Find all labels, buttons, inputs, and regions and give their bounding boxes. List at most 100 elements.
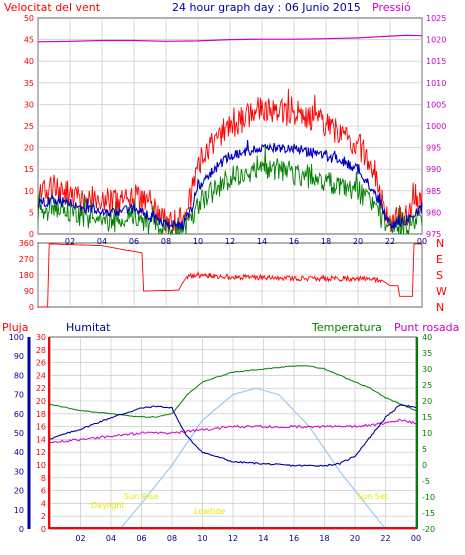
rain-tick-label: 22 xyxy=(36,384,46,393)
temp-x-tick-label: 10 xyxy=(197,534,207,543)
temp-x-tick-label: 06 xyxy=(136,534,146,543)
daylight-label: Daylight xyxy=(91,501,125,510)
pressure-tick-label: 1020 xyxy=(426,36,446,45)
wind-x-tick-label: 20 xyxy=(353,237,363,246)
rain-tick-label: 2 xyxy=(41,512,46,521)
wind-x-tick-label: 16 xyxy=(289,237,299,246)
wind-x-tick-label: 00 xyxy=(417,237,427,246)
rain-tick-label: 20 xyxy=(36,397,46,406)
temperature-tick-label: 10 xyxy=(422,429,432,438)
direction-tick-label: 90 xyxy=(24,287,34,296)
temperature-tick-label: -15 xyxy=(422,509,435,518)
pressure-tick-label: 1000 xyxy=(426,122,446,131)
temp-x-tick-label: 14 xyxy=(258,534,268,543)
wind-direction-line xyxy=(38,243,422,308)
temp-x-tick-label: 16 xyxy=(289,534,299,543)
temp-x-tick-label: 00 xyxy=(411,534,421,543)
wind-x-tick-label: 18 xyxy=(321,237,331,246)
sunset-label: Sun Set xyxy=(357,492,388,501)
direction-tick-label: 180 xyxy=(19,271,34,280)
compass-label: N xyxy=(436,301,444,314)
rain-tick-label: 18 xyxy=(36,410,46,419)
direction-tick-label: 270 xyxy=(19,255,34,264)
temperature-tick-label: 20 xyxy=(422,397,432,406)
humidity-tick-label: 30 xyxy=(14,467,24,476)
rain-tick-label: 16 xyxy=(36,423,46,432)
wind-left-tick-label: 30 xyxy=(24,100,34,109)
temp-x-tick-label: 18 xyxy=(319,534,329,543)
sunrise-label: Sun Rise xyxy=(124,492,159,501)
rain-tick-label: 12 xyxy=(36,448,46,457)
temp-x-tick-label: 20 xyxy=(350,534,360,543)
pressure-tick-label: 995 xyxy=(426,144,441,153)
humidity-tick-label: 20 xyxy=(14,487,24,496)
pressure-tick-label: 980 xyxy=(426,208,441,217)
pressure-line xyxy=(37,34,423,43)
compass-label: E xyxy=(436,253,443,266)
temperature-tick-label: 30 xyxy=(422,365,432,374)
wind-title: Velocitat del vent xyxy=(4,1,101,14)
compass-label: W xyxy=(436,285,447,298)
wind-x-tick-label: 08 xyxy=(161,237,171,246)
temperature-title: Temperatura xyxy=(311,321,382,334)
pressure-tick-label: 1010 xyxy=(426,79,446,88)
direction-tick-label: 0 xyxy=(29,303,34,312)
temperature-tick-label: 40 xyxy=(422,333,432,342)
temp-x-tick-label: 02 xyxy=(75,534,85,543)
humidity-title: Humitat xyxy=(66,321,111,334)
wind-low-line xyxy=(37,145,423,236)
wind-left-tick-label: 45 xyxy=(24,36,34,45)
temperature-tick-label: -20 xyxy=(422,525,435,534)
humidity-tick-label: 50 xyxy=(14,429,24,438)
temperature-tick-label: -10 xyxy=(422,493,435,502)
temp-x-tick-label: 04 xyxy=(106,534,116,543)
humidity-tick-label: 10 xyxy=(14,506,24,515)
rain-tick-label: 4 xyxy=(41,499,46,508)
temperature-tick-label: 5 xyxy=(422,445,427,454)
humidity-tick-label: 100 xyxy=(9,333,24,342)
wind-x-tick-label: 14 xyxy=(257,237,267,246)
temperature-tick-label: -5 xyxy=(422,477,430,486)
pressure-tick-label: 1025 xyxy=(426,14,446,23)
rain-tick-label: 14 xyxy=(36,435,46,444)
pressure-title: Pressió xyxy=(372,1,411,14)
lowtide-label: Lowtide xyxy=(194,507,225,516)
wind-left-tick-label: 20 xyxy=(24,144,34,153)
rain-tick-label: 6 xyxy=(41,487,46,496)
rain-tick-label: 26 xyxy=(36,359,46,368)
dewpoint-line xyxy=(49,418,417,444)
solar-curve xyxy=(119,387,386,530)
humidity-line xyxy=(49,404,417,467)
wind-left-tick-label: 50 xyxy=(24,14,34,23)
rain-tick-label: 28 xyxy=(36,346,46,355)
rain-tick-label: 10 xyxy=(36,461,46,470)
temperature-tick-label: 35 xyxy=(422,349,432,358)
wind-average-line xyxy=(37,140,423,232)
temperature-tick-label: 0 xyxy=(422,461,427,470)
compass-label: S xyxy=(436,269,443,282)
rain-tick-label: 30 xyxy=(36,333,46,342)
wind-x-tick-label: 22 xyxy=(385,237,395,246)
humidity-tick-label: 90 xyxy=(14,352,24,361)
rain-tick-label: 24 xyxy=(36,371,46,380)
compass-label: N xyxy=(436,237,444,250)
wind-left-tick-label: 35 xyxy=(24,79,34,88)
wind-left-tick-label: 15 xyxy=(24,165,34,174)
pressure-tick-label: 990 xyxy=(426,165,441,174)
humidity-tick-label: 80 xyxy=(14,371,24,380)
temp-x-tick-label: 22 xyxy=(380,534,390,543)
wind-x-tick-label: 12 xyxy=(225,237,235,246)
temperature-tick-label: 15 xyxy=(422,413,432,422)
humidity-tick-label: 0 xyxy=(19,525,24,534)
temperature-tick-label: 25 xyxy=(422,381,432,390)
direction-tick-label: 360 xyxy=(19,239,34,248)
pressure-tick-label: 975 xyxy=(426,230,441,239)
wind-x-tick-label: 04 xyxy=(97,237,107,246)
temp-x-tick-label: 08 xyxy=(167,534,177,543)
rain-tick-label: 8 xyxy=(41,474,46,483)
humidity-tick-label: 60 xyxy=(14,410,24,419)
pressure-tick-label: 1005 xyxy=(426,100,446,109)
wind-left-tick-label: 0 xyxy=(29,230,34,239)
